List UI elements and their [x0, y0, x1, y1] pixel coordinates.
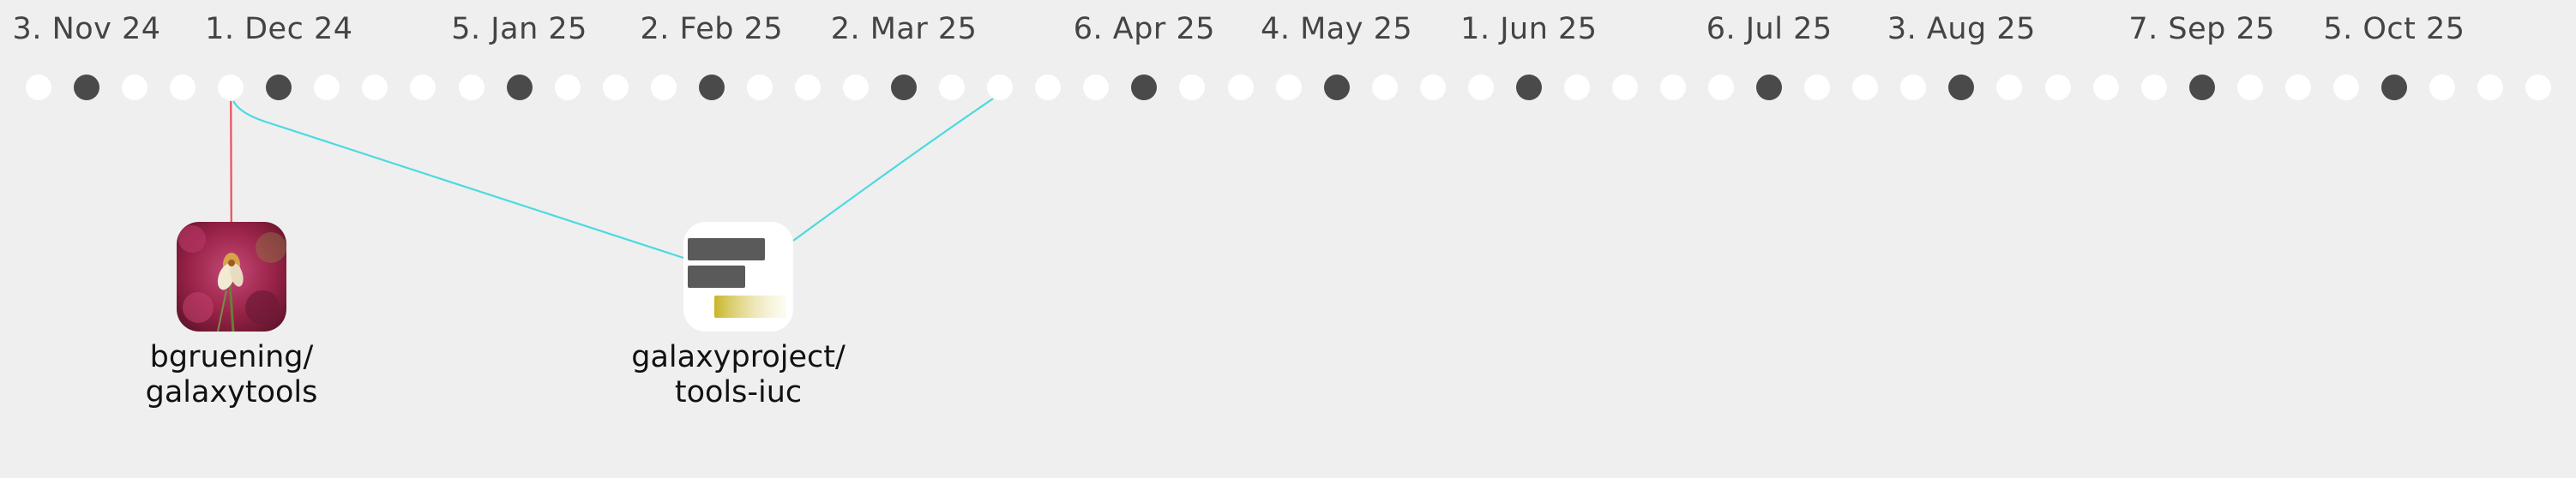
timeline-dot[interactable]: [1515, 75, 1542, 100]
timeline-dot[interactable]: [26, 75, 51, 100]
link-line: [792, 98, 994, 242]
timeline-dot[interactable]: [1035, 75, 1062, 100]
timeline-dot[interactable]: [458, 75, 485, 100]
timeline-dot[interactable]: [2429, 75, 2455, 100]
timeline-dot[interactable]: [1227, 75, 1254, 100]
timeline-dot[interactable]: [794, 75, 821, 100]
timeline-dot[interactable]: [122, 75, 148, 100]
timeline-dot[interactable]: [2477, 75, 2504, 100]
timeline-dot[interactable]: [170, 75, 196, 100]
link-line: [232, 100, 684, 260]
date-label: 5. Oct 25: [2323, 12, 2465, 46]
date-label: 1. Dec 24: [205, 12, 353, 46]
timeline-dot[interactable]: [1756, 75, 1783, 100]
timeline-dot[interactable]: [1467, 75, 1494, 100]
date-label: 3. Aug 25: [1887, 12, 2036, 46]
timeline-dot[interactable]: [2044, 75, 2071, 100]
timeline-dot[interactable]: [1660, 75, 1687, 100]
timeline-dot[interactable]: [1275, 75, 1302, 100]
timeline-dot[interactable]: [314, 75, 340, 100]
timeline-dot[interactable]: [939, 75, 966, 100]
timeline-dot[interactable]: [1708, 75, 1735, 100]
timeline-dot[interactable]: [1996, 75, 2023, 100]
timeline-dot[interactable]: [1179, 75, 1206, 100]
timeline-dot[interactable]: [1948, 75, 1975, 100]
date-label: 6. Apr 25: [1073, 12, 1215, 46]
timeline-dot[interactable]: [2092, 75, 2119, 100]
date-label: 2. Mar 25: [830, 12, 978, 46]
timeline-dot[interactable]: [2380, 75, 2407, 100]
timeline-dot[interactable]: [1563, 75, 1590, 100]
timeline-dot[interactable]: [987, 75, 1014, 100]
date-label: 3. Nov 24: [12, 12, 161, 46]
timeline-dot[interactable]: [1131, 75, 1158, 100]
bar-logo-avatar[interactable]: [683, 222, 793, 332]
flower-photo-avatar[interactable]: [177, 222, 286, 332]
timeline-dot[interactable]: [650, 75, 677, 100]
repo-name[interactable]: bgruening/ galaxytools: [146, 340, 318, 410]
timeline-dot[interactable]: [2525, 75, 2552, 100]
repo-title[interactable]: galaxytools: [145, 375, 318, 409]
timeline-dot[interactable]: [1419, 75, 1446, 100]
timeline-dot[interactable]: [843, 75, 870, 100]
timeline-dot[interactable]: [2284, 75, 2311, 100]
timeline-dot[interactable]: [2332, 75, 2359, 100]
timeline-dot[interactable]: [266, 75, 292, 100]
timeline-dot[interactable]: [362, 75, 388, 100]
timeline-dot[interactable]: [1371, 75, 1398, 100]
timeline-dot[interactable]: [891, 75, 918, 100]
timeline-dot[interactable]: [1804, 75, 1831, 100]
timeline-dot[interactable]: [218, 75, 244, 100]
date-label: 6. Jul 25: [1706, 12, 1833, 46]
timeline-dot[interactable]: [1900, 75, 1927, 100]
timeline-dot[interactable]: [1323, 75, 1350, 100]
timeline-dot[interactable]: [2236, 75, 2263, 100]
timeline-dot[interactable]: [74, 75, 100, 100]
repo-title[interactable]: tools-iuc: [674, 375, 803, 409]
timeline-dot[interactable]: [554, 75, 581, 100]
repo-galaxytools[interactable]: bgruening/ galaxytools: [77, 222, 386, 410]
date-label: 4. May 25: [1261, 12, 1413, 46]
date-label: 7. Sep 25: [2128, 12, 2276, 46]
timeline-dot[interactable]: [698, 75, 725, 100]
timeline-dot[interactable]: [602, 75, 629, 100]
timeline-dot[interactable]: [2140, 75, 2167, 100]
date-label: 2. Feb 25: [640, 12, 784, 46]
repo-owner[interactable]: galaxyproject/: [631, 340, 846, 374]
repo-owner[interactable]: bgruening/: [149, 340, 314, 374]
timeline-dot[interactable]: [410, 75, 436, 100]
timeline-dot[interactable]: [2188, 75, 2215, 100]
timeline-dot[interactable]: [1852, 75, 1879, 100]
date-label: 5. Jan 25: [451, 12, 587, 46]
repo-tools-iuc[interactable]: galaxyproject/ tools-iuc: [584, 222, 893, 410]
date-label: 1. Jun 25: [1460, 12, 1598, 46]
timeline-dot[interactable]: [506, 75, 533, 100]
timeline-dot[interactable]: [1611, 75, 1638, 100]
timeline-dot[interactable]: [1083, 75, 1110, 100]
repo-name[interactable]: galaxyproject/ tools-iuc: [631, 340, 846, 410]
timeline-dot[interactable]: [746, 75, 773, 100]
